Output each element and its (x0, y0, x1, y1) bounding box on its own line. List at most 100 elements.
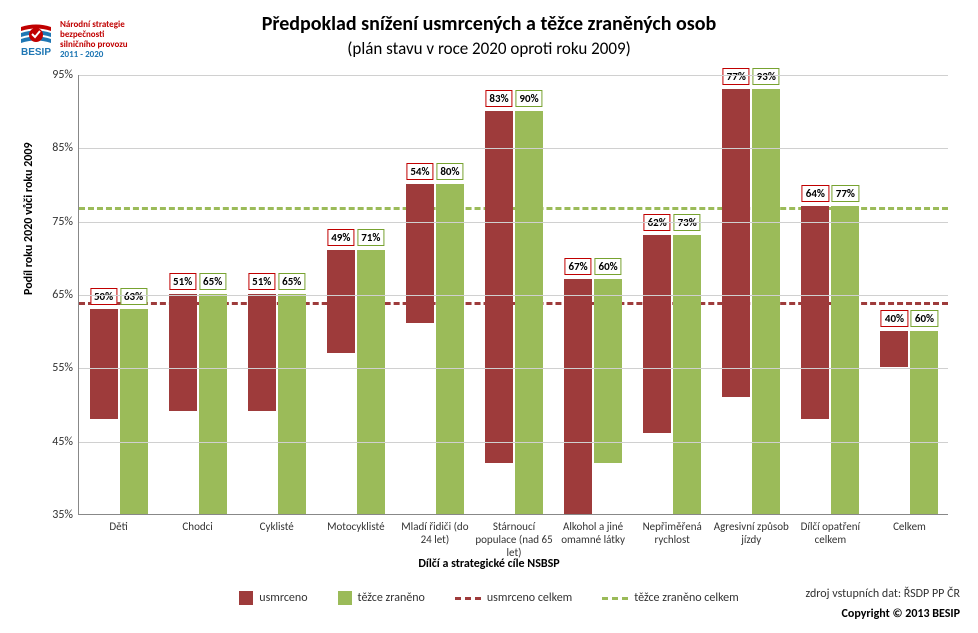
bar-group: 77%93% (722, 89, 780, 514)
bar-label: 90% (515, 90, 542, 107)
bar-label: 62% (644, 214, 671, 231)
bar-těžce-zraněno: 63% (120, 309, 148, 514)
bar-usmrceno: 83% (485, 111, 513, 463)
chart-title: Předpoklad snížení usmrcených a těžce zr… (0, 12, 978, 36)
gridline (79, 222, 948, 223)
ytick-label: 75% (52, 215, 73, 229)
xtick-label: Chodci (158, 520, 238, 533)
gridline (79, 148, 948, 149)
bar-těžce-zraněno: 60% (594, 279, 622, 462)
bar-label: 63% (120, 288, 147, 305)
bar-usmrceno: 64% (801, 206, 829, 419)
bar-těžce-zraněno: 65% (199, 294, 227, 514)
ytick-label: 85% (52, 141, 73, 155)
bar-usmrceno: 51% (169, 294, 197, 411)
bar-těžce-zraněno: 93% (752, 89, 780, 514)
bar-usmrceno: 67% (564, 279, 592, 514)
legend-label: usmrceno celkem (487, 591, 572, 605)
bar-label: 40% (881, 310, 908, 327)
ytick-label: 55% (52, 361, 73, 375)
copyright-text: Copyright © 2013 BESIP (842, 607, 960, 621)
bar-label: 51% (248, 273, 275, 290)
bar-usmrceno: 77% (722, 89, 750, 397)
bar-group: 54%80% (406, 184, 464, 514)
bar-usmrceno: 51% (248, 294, 276, 411)
bar-usmrceno: 40% (880, 331, 908, 368)
bar-label: 93% (753, 68, 780, 85)
ytick-label: 95% (52, 68, 73, 82)
bar-těžce-zraněno: 60% (910, 331, 938, 514)
bar-těžce-zraněno: 77% (831, 206, 859, 514)
bar-těžce-zraněno: 65% (278, 294, 306, 514)
bar-label: 83% (485, 90, 512, 107)
bar-group: 40%60% (880, 331, 938, 514)
bar-těžce-zraněno: 80% (436, 184, 464, 514)
xtick-label: Stárnoucí populace (nad 65 let) (474, 520, 554, 560)
bar-label: 71% (357, 229, 384, 246)
chart-subtitle: (plán stavu v roce 2020 oproti roku 2009… (0, 38, 978, 59)
bar-usmrceno: 54% (406, 184, 434, 323)
legend-label: usmrceno (259, 591, 307, 605)
xtick-label: Děti (79, 520, 159, 533)
legend-item: těžce zraněno celkem (602, 591, 738, 605)
bar-group: 83%90% (485, 111, 543, 514)
bar-label: 50% (90, 288, 117, 305)
legend-item: usmrceno celkem (455, 591, 572, 605)
bar-label: 80% (436, 163, 463, 180)
bar-těžce-zraněno: 90% (515, 111, 543, 514)
gridline (79, 75, 948, 76)
bar-label: 73% (674, 214, 701, 231)
xtick-label: Nepřiměřená rychlost (632, 520, 712, 546)
xtick-label: Cyklisté (237, 520, 317, 533)
bar-těžce-zraněno: 73% (673, 235, 701, 514)
bar-label: 49% (327, 229, 354, 246)
gridline (79, 295, 948, 296)
gridline (79, 368, 948, 369)
plot-area: 50%63%51%65%51%65%49%71%54%80%83%90%67%6… (78, 75, 948, 515)
bar-usmrceno: 50% (90, 309, 118, 419)
bar-group: 62%73% (643, 235, 701, 514)
xtick-label: Agresivní způsob jízdy (711, 520, 791, 546)
bar-label: 60% (594, 258, 621, 275)
legend-label: těžce zraněno (358, 591, 425, 605)
bar-group: 49%71% (327, 250, 385, 514)
ytick-label: 35% (52, 508, 73, 522)
bar-label: 60% (911, 310, 938, 327)
xtick-label: Mladí řidiči (do 24 let) (395, 520, 475, 546)
bar-group: 67%60% (564, 279, 622, 514)
bar-group: 51%65% (248, 294, 306, 514)
bar-group: 51%65% (169, 294, 227, 514)
gridline (79, 442, 948, 443)
ytick-label: 45% (52, 435, 73, 449)
bar-label: 77% (723, 68, 750, 85)
yaxis-title: Podíl roku 2020 vůči roku 2009 (22, 142, 36, 295)
bar-label: 65% (278, 273, 305, 290)
bar-label: 77% (832, 185, 859, 202)
legend-swatch-icon (239, 591, 253, 605)
chart-container: BESIP BESIP Národní strategie bezpečnost… (0, 0, 978, 633)
legend-item: těžce zraněno (338, 591, 425, 605)
ytick-label: 65% (52, 288, 73, 302)
bar-label: 67% (564, 258, 591, 275)
legend-item: usmrceno (239, 591, 307, 605)
xtick-label: Motocyklisté (316, 520, 396, 533)
bar-group: 50%63% (90, 309, 148, 514)
legend-swatch-icon (338, 591, 352, 605)
legend-line-icon (602, 597, 628, 600)
title-block: Předpoklad snížení usmrcených a těžce zr… (0, 12, 978, 59)
bar-usmrceno: 62% (643, 235, 671, 433)
bar-usmrceno: 49% (327, 250, 355, 353)
bar-label: 54% (406, 163, 433, 180)
bar-label: 64% (802, 185, 829, 202)
bar-těžce-zraněno: 71% (357, 250, 385, 514)
xtick-label: Alkohol a jiné omamné látky (553, 520, 633, 546)
xtick-label: Celkem (869, 520, 949, 533)
legend-label: těžce zraněno celkem (634, 591, 738, 605)
xtick-label: Dílčí opatření celkem (790, 520, 870, 546)
bar-label: 65% (199, 273, 226, 290)
legend-line-icon (455, 597, 481, 600)
source-text: zdroj vstupních dat: ŘSDP PP ČR (806, 587, 960, 601)
xaxis-title: Dílčí a strategické cíle NSBSP (0, 557, 978, 571)
bar-group: 64%77% (801, 206, 859, 514)
bar-label: 51% (169, 273, 196, 290)
